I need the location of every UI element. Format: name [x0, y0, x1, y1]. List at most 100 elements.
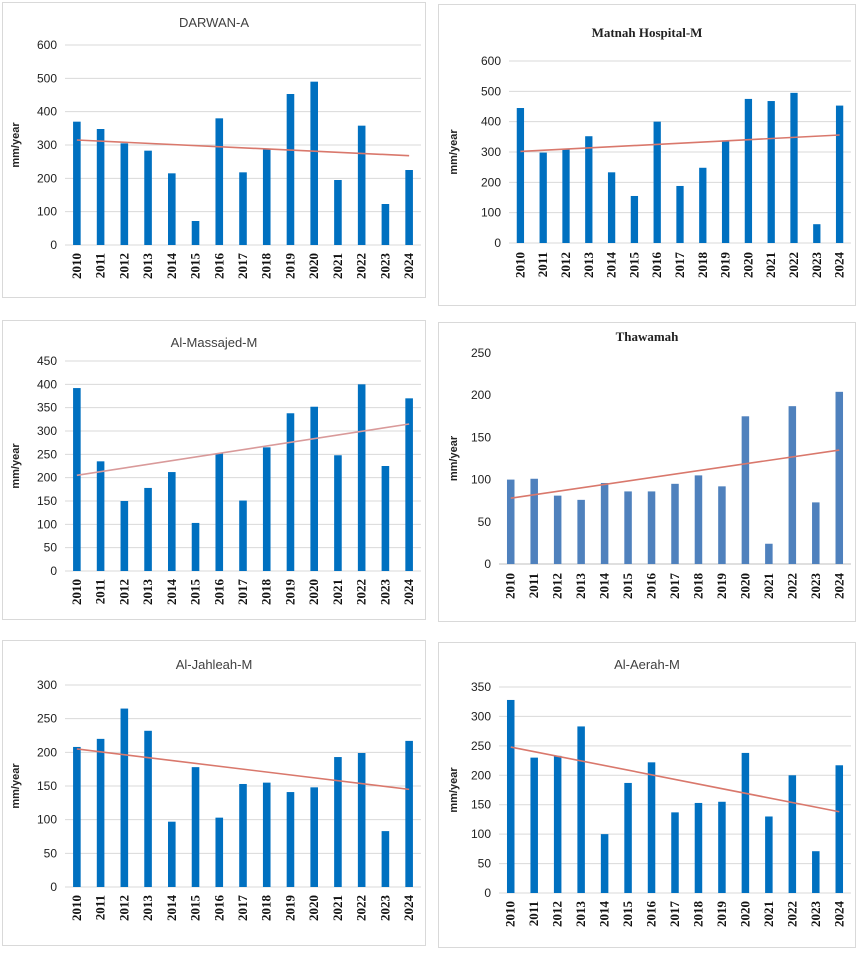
bar-2011 [539, 152, 547, 243]
bar-2018 [694, 802, 703, 893]
x-tick-label: 2024 [401, 895, 416, 922]
bar-2018 [262, 149, 271, 245]
x-tick-label: 2022 [786, 252, 801, 278]
y-tick-label: 600 [37, 38, 57, 52]
y-tick-label: 200 [471, 768, 491, 782]
x-tick-label: 2020 [737, 573, 752, 599]
chart-title: Thawamah [616, 329, 680, 344]
x-tick-label: 2020 [306, 253, 321, 279]
x-tick-label: 2017 [667, 901, 682, 928]
bar-2018 [694, 475, 703, 564]
bar-2019 [721, 140, 730, 243]
x-tick-label: 2012 [116, 895, 131, 921]
linear-trendline [520, 134, 840, 153]
y-tick-label: 100 [471, 827, 491, 841]
bar-2010 [506, 479, 515, 564]
bar-2015 [630, 195, 639, 243]
bar-2012 [553, 495, 562, 564]
bar-2020 [310, 787, 318, 887]
x-tick-label: 2010 [503, 901, 518, 927]
bar-2014 [168, 821, 176, 887]
x-tick-label: 2013 [573, 573, 588, 600]
x-tick-label: 2022 [354, 253, 369, 279]
bar-2017 [671, 812, 679, 893]
x-tick-label: 2023 [809, 252, 824, 279]
x-tick-label: 2021 [330, 579, 345, 605]
bar-2018 [262, 447, 271, 571]
y-tick-label: 400 [481, 115, 501, 129]
bar-2016 [647, 762, 656, 893]
y-tick-label: 100 [481, 206, 501, 220]
x-tick-label: 2021 [763, 252, 778, 278]
bar-2020 [310, 81, 318, 246]
bar-2014 [600, 482, 609, 564]
x-tick-label: 2011 [93, 253, 108, 278]
x-tick-label: 2016 [211, 895, 226, 922]
bar-2021 [765, 543, 773, 564]
x-tick-label: 2018 [690, 573, 705, 600]
y-tick-label: 100 [471, 473, 491, 487]
x-tick-label: 2012 [550, 573, 565, 599]
bar-2014 [168, 472, 176, 571]
y-tick-label: 100 [37, 205, 57, 219]
chart-title: Al-Massajed-M [171, 335, 258, 350]
bar-2024 [835, 391, 844, 564]
linear-trendline [76, 423, 410, 477]
bar-2022 [788, 775, 797, 893]
bar-2023 [813, 224, 821, 243]
bar-2021 [765, 816, 773, 893]
bar-2015 [191, 522, 200, 571]
bar-2011 [530, 757, 538, 893]
x-tick-label: 2022 [784, 573, 799, 599]
chart-panel-al-massajed: 0 50 100 150 200 250 300 350 400 450 2010 2011 2012 2… [2, 320, 426, 620]
bar-2010 [73, 388, 81, 571]
bar-2016 [215, 817, 224, 887]
x-tick-label: 2020 [737, 901, 752, 927]
y-tick-label: 600 [481, 54, 501, 68]
bar-2021 [334, 180, 342, 245]
x-tick-label: 2018 [690, 901, 705, 928]
x-tick-label: 2015 [188, 579, 203, 606]
x-tick-label: 2014 [164, 895, 179, 922]
bar-2024 [405, 740, 413, 887]
bar-2024 [405, 170, 413, 245]
bar-2013 [144, 150, 152, 245]
y-tick-label: 250 [37, 447, 57, 461]
x-tick-label: 2019 [282, 253, 297, 280]
x-tick-label: 2023 [377, 579, 392, 606]
bar-2023 [381, 831, 390, 887]
y-tick-label: 250 [471, 346, 491, 360]
y-axis-label: mm/year [448, 129, 460, 175]
bar-2012 [562, 148, 570, 243]
bar-2021 [334, 757, 342, 887]
y-tick-label: 0 [484, 557, 491, 571]
x-tick-label: 2016 [649, 252, 664, 279]
x-tick-label: 2010 [69, 895, 84, 921]
y-tick-label: 300 [37, 138, 57, 152]
y-tick-label: 200 [37, 471, 57, 485]
chart-panel-darwan: 0 100 200 300 400 500 600 2010 2011 2012 2013 2014 2… [2, 2, 426, 298]
y-tick-label: 50 [478, 515, 492, 529]
bar-2022 [357, 384, 366, 571]
bar-2012 [120, 708, 129, 887]
x-tick-label: 2023 [377, 895, 392, 922]
bar-2020 [310, 406, 318, 571]
bar-2021 [334, 455, 342, 571]
linear-trendline [510, 746, 840, 813]
chart-panel-al-jahleah: 0 50 100 150 200 250 300 2010 2011 2012 2013 2014 20… [2, 640, 426, 946]
y-tick-label: 400 [37, 377, 57, 391]
x-tick-label: 2019 [282, 895, 297, 922]
x-tick-label: 2011 [535, 252, 550, 277]
chart-title: Al-Jahleah-M [176, 657, 253, 672]
x-tick-label: 2021 [330, 895, 345, 921]
chart-al-aerah-m: 0 50 100 150 200 250 300 350 2010 2011 2012 2013 201… [448, 657, 851, 928]
bar-2024 [835, 105, 844, 243]
y-tick-label: 200 [471, 388, 491, 402]
bar-2019 [286, 413, 295, 571]
bar-2014 [607, 172, 616, 243]
bar-2012 [120, 143, 129, 245]
x-tick-label: 2017 [672, 252, 687, 279]
bar-2010 [506, 699, 515, 893]
x-tick-label: 2022 [354, 579, 369, 605]
y-tick-label: 500 [481, 84, 501, 98]
